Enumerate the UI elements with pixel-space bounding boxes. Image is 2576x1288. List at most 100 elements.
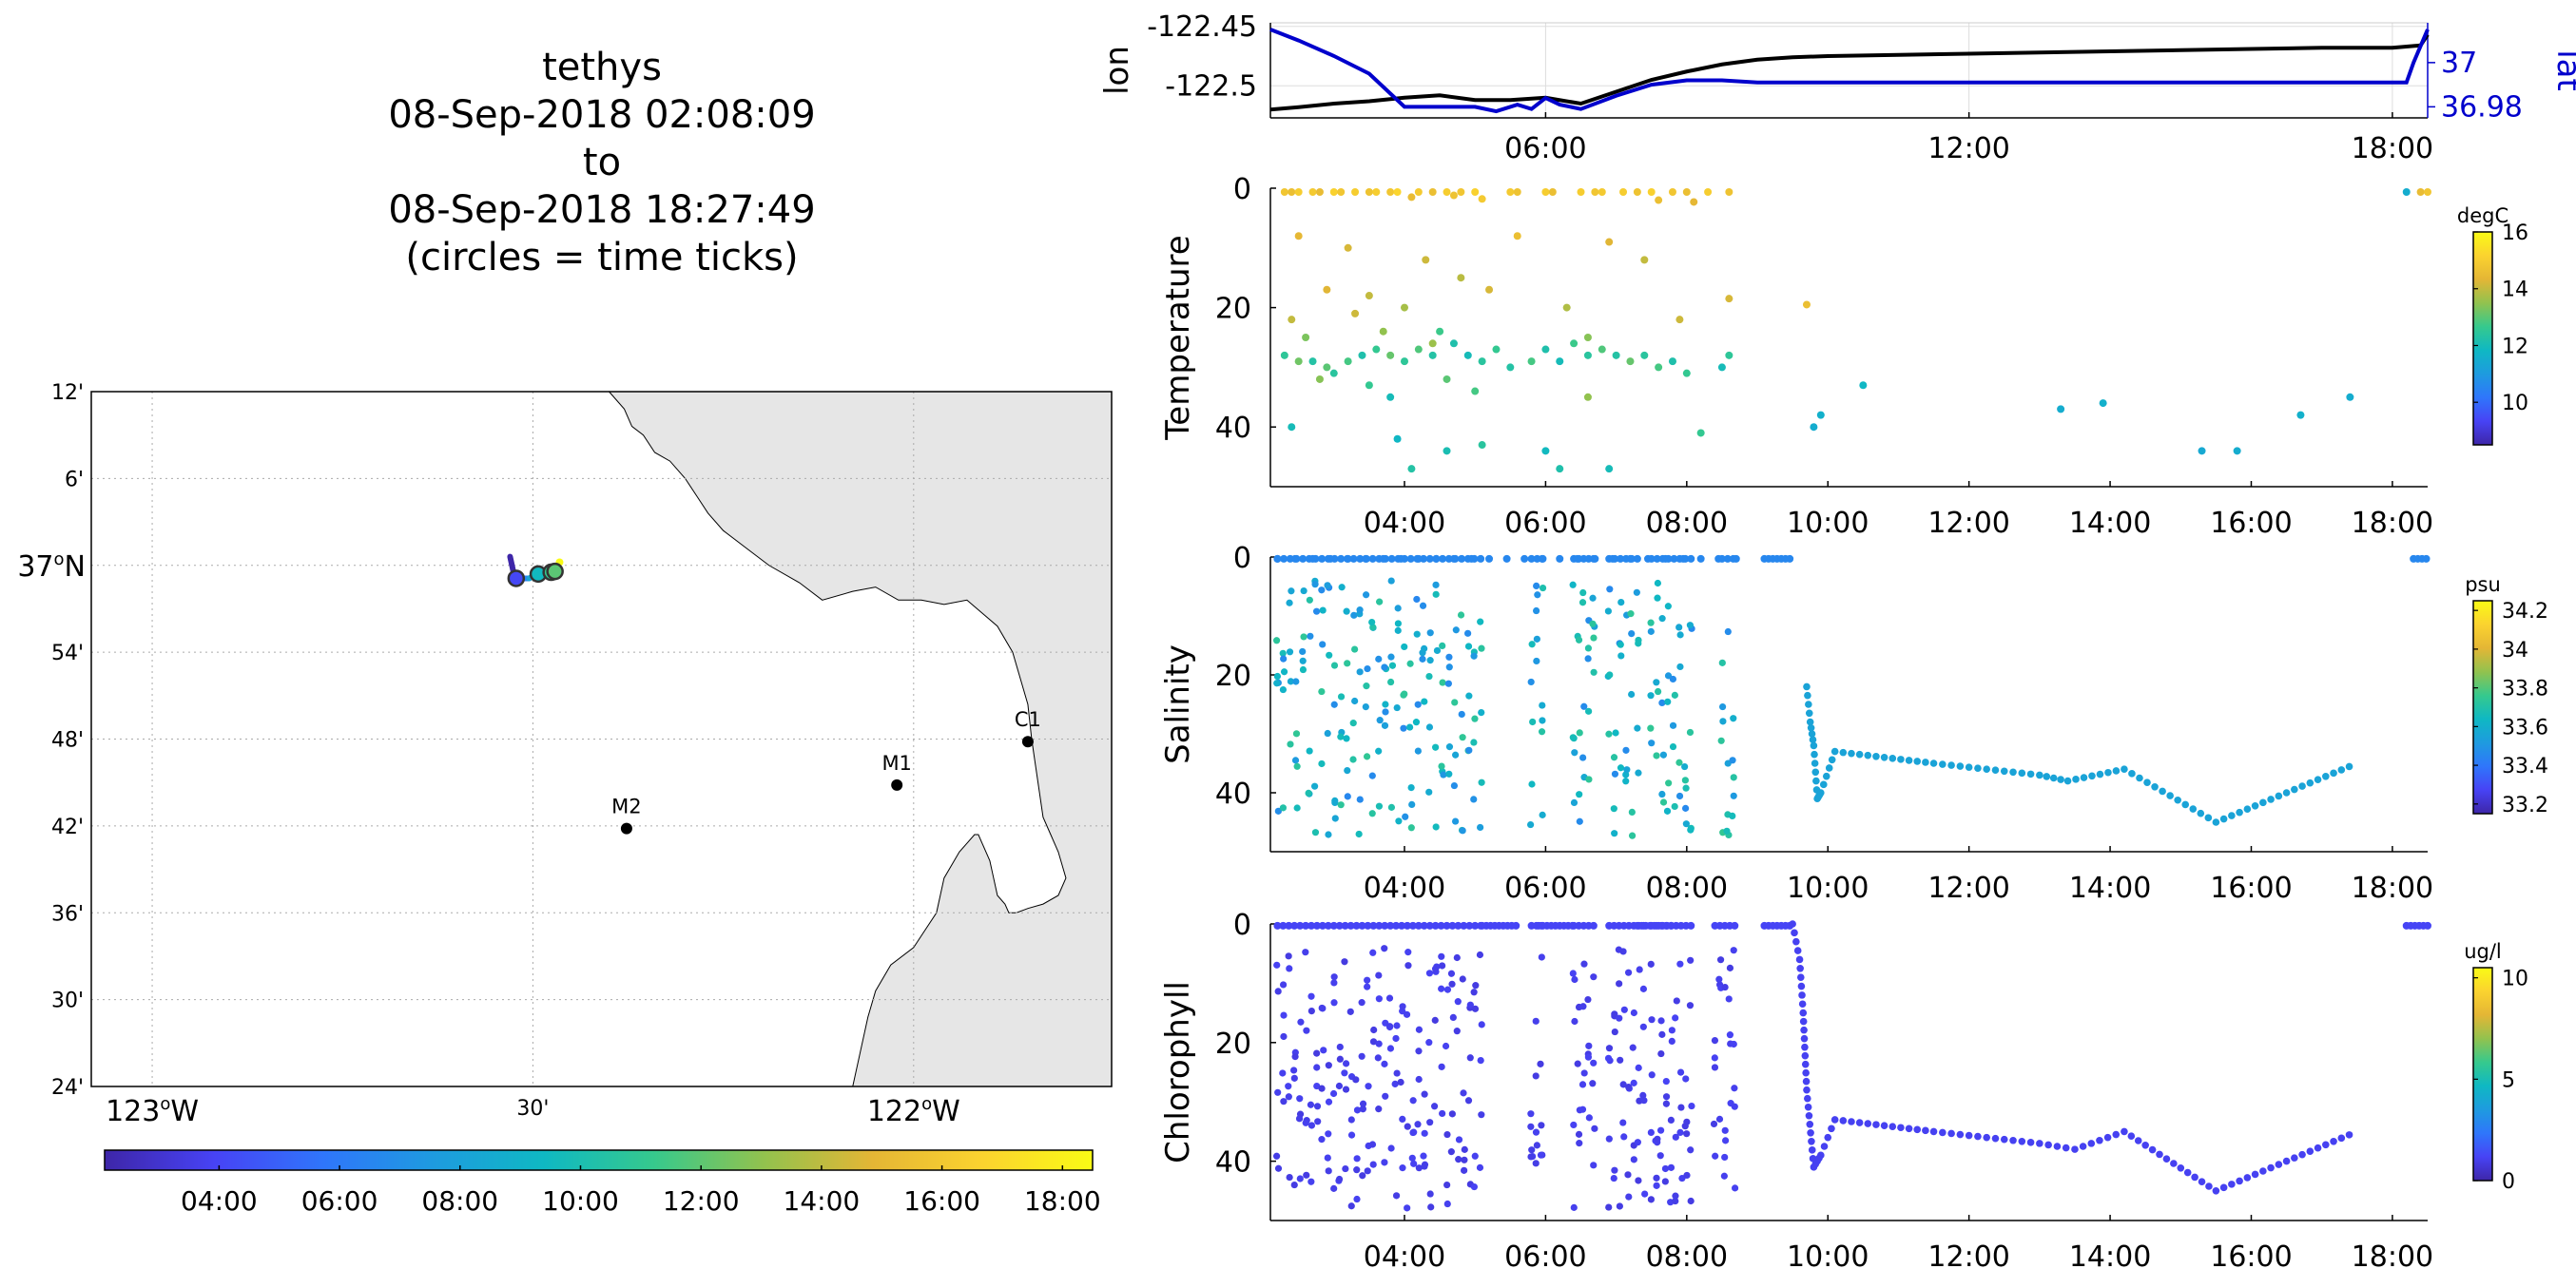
temperature-point xyxy=(1457,274,1464,281)
colorbar-unit-label: degC xyxy=(2457,204,2508,227)
temperature-point xyxy=(1485,286,1493,294)
map-x-tick-label: 122oW xyxy=(867,1094,960,1128)
chlorophyll-point xyxy=(1359,999,1365,1006)
chlorophyll-point xyxy=(2298,1151,2306,1159)
chlorophyll-point xyxy=(1354,1155,1361,1162)
chlorophyll-point xyxy=(1726,995,1733,1002)
salinity-point xyxy=(1387,679,1394,685)
salinity-point xyxy=(1585,708,1592,715)
chlorophyll-point xyxy=(1352,1076,1359,1083)
salinity-point xyxy=(1672,692,1678,699)
depth-axis-label: Salinity xyxy=(1159,644,1197,764)
salinity-point xyxy=(1408,784,1415,791)
chlorophyll-point xyxy=(1731,922,1738,930)
chlorophyll-point xyxy=(1462,1146,1468,1153)
salinity-point xyxy=(1465,747,1472,754)
salinity-point xyxy=(1718,738,1725,744)
chlorophyll-point xyxy=(1637,966,1643,972)
salinity-point xyxy=(1576,637,1582,644)
chlorophyll-point xyxy=(2009,1137,2017,1144)
chlorophyll-point xyxy=(1280,1033,1287,1040)
chlorophyll-point xyxy=(1800,1027,1808,1034)
chlorophyll-point xyxy=(1590,1060,1597,1067)
salinity-point xyxy=(1655,688,1661,695)
chlorophyll-point xyxy=(1856,1119,1864,1126)
figure: tethys 08-Sep-2018 02:08:09 to 08-Sep-20… xyxy=(0,0,2576,1288)
temperature-point xyxy=(1436,328,1443,336)
salinity-point xyxy=(1311,581,1318,587)
chlorophyll-point xyxy=(1439,1064,1445,1070)
salinity-point xyxy=(1419,656,1425,663)
chlorophyll-point xyxy=(2191,1174,2198,1182)
chlorophyll-point xyxy=(1677,1068,1684,1075)
chlorophyll-point xyxy=(1449,1110,1456,1117)
salinity-point xyxy=(1579,599,1586,606)
chlorophyll-point xyxy=(1579,1003,1586,1009)
chlorophyll-point xyxy=(1330,1185,1337,1192)
temperature-point xyxy=(1697,429,1705,436)
temperature-point xyxy=(1443,447,1451,454)
chlorophyll-point xyxy=(1331,973,1338,980)
chlorophyll-point xyxy=(1864,1120,1871,1127)
chlorophyll-point xyxy=(1668,1164,1675,1171)
chlorophyll-point xyxy=(1648,1016,1655,1023)
salinity-point xyxy=(2050,775,2058,782)
salinity-point xyxy=(1677,631,1684,638)
chlorophyll-point xyxy=(1290,1067,1297,1073)
temperature-point xyxy=(1817,412,1825,419)
salinity-point xyxy=(2181,801,2189,809)
salinity-point xyxy=(1574,555,1581,563)
salinity-point xyxy=(1617,642,1624,648)
chlorophyll-point xyxy=(1439,1110,1445,1117)
depth-x-tick-label: 14:00 xyxy=(2069,507,2151,540)
depth-x-tick-label: 16:00 xyxy=(2210,1240,2292,1274)
chlorophyll-point xyxy=(1341,958,1347,965)
salinity-point xyxy=(1376,803,1383,810)
chlorophyll-point xyxy=(1635,1177,1641,1183)
chlorophyll-point xyxy=(1431,1103,1438,1109)
temperature-point xyxy=(1316,188,1324,196)
chlorophyll-point xyxy=(1427,1190,1434,1197)
depth-x-tick-label: 18:00 xyxy=(2352,872,2433,905)
chlorophyll-point xyxy=(1364,977,1370,984)
salinity-point xyxy=(1375,656,1382,663)
depth-x-tick-label: 18:00 xyxy=(2352,507,2433,540)
chlorophyll-point xyxy=(1415,1048,1422,1054)
salinity-point xyxy=(2121,765,2128,773)
salinity-point xyxy=(1589,621,1596,627)
chlorophyll-point xyxy=(1382,1093,1388,1100)
salinity-point xyxy=(1287,740,1293,747)
chlorophyll-point xyxy=(1313,1064,1320,1070)
salinity-point xyxy=(1609,555,1617,563)
temperature-point xyxy=(1648,188,1656,196)
chlorophyll-point xyxy=(1308,1008,1315,1014)
salinity-point xyxy=(1351,698,1358,704)
chlorophyll-point xyxy=(2184,1169,2192,1177)
temperature-point xyxy=(1337,188,1345,196)
depth-x-tick-label: 06:00 xyxy=(1504,507,1586,540)
salinity-point xyxy=(1332,815,1339,821)
chlorophyll-point xyxy=(1273,1153,1280,1160)
colorbar-tick-label: 34 xyxy=(2502,639,2528,663)
chlorophyll-point xyxy=(1657,1050,1664,1057)
chlorophyll-point xyxy=(1619,1119,1626,1125)
chlorophyll-point xyxy=(2027,1139,2035,1146)
chlorophyll-point xyxy=(2170,1160,2178,1167)
salinity-point xyxy=(1786,555,1793,563)
chlorophyll-point xyxy=(2104,1134,2112,1142)
chlorophyll-point xyxy=(1343,1086,1349,1092)
chlorophyll-point xyxy=(1585,1043,1592,1049)
chlorophyll-point xyxy=(1280,981,1287,988)
salinity-point xyxy=(1453,626,1460,633)
temperature-point xyxy=(1288,316,1295,323)
salinity-point xyxy=(1730,715,1736,721)
chlorophyll-point xyxy=(1348,1202,1355,1209)
chlorophyll-point xyxy=(1802,1052,1810,1060)
station-label: C1 xyxy=(1015,708,1041,731)
salinity-point xyxy=(1533,607,1540,614)
salinity-point xyxy=(2036,772,2043,779)
temperature-point xyxy=(1309,357,1317,365)
temperature-point xyxy=(1640,256,1648,263)
chlorophyll-point xyxy=(1571,976,1578,983)
chlorophyll-point xyxy=(1817,1152,1825,1160)
